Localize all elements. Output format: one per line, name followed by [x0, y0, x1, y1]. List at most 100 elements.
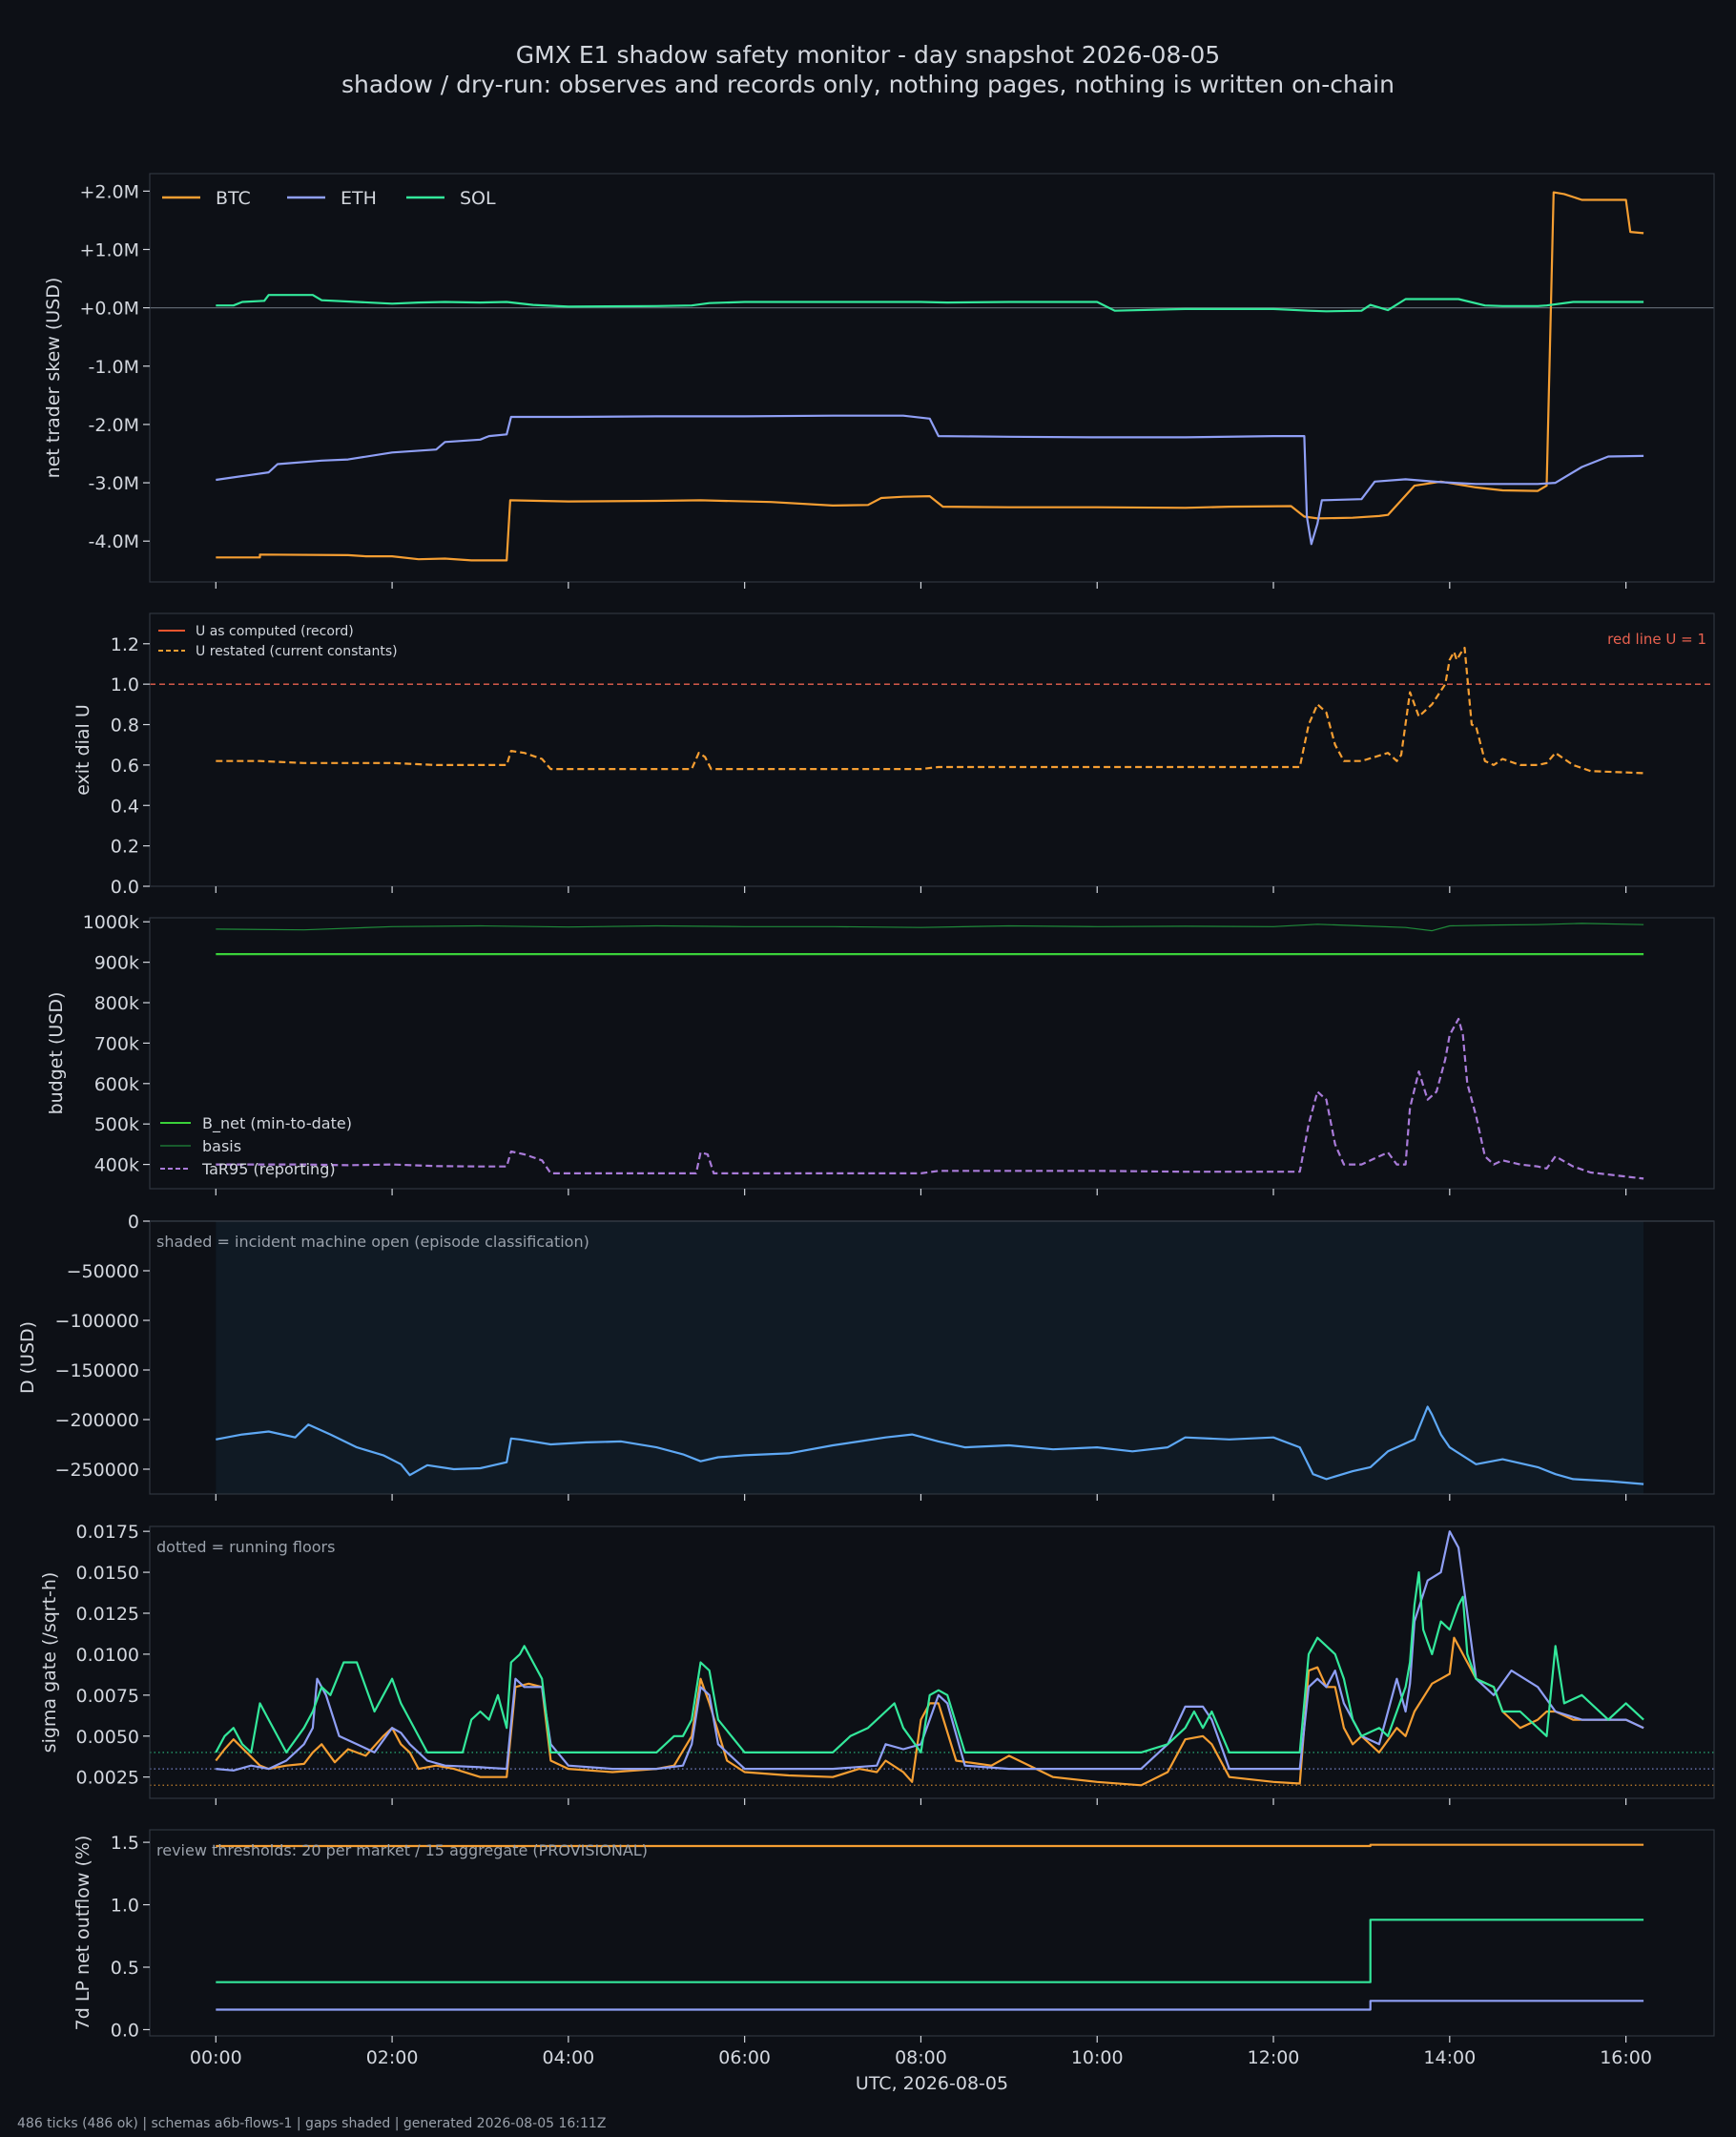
x-tick-label: 14:00	[1423, 2047, 1476, 2068]
x-tick-label: 08:00	[895, 2047, 947, 2068]
y-tick-label: 0.0175	[76, 1522, 139, 1543]
y-tick-label: -2.0M	[89, 415, 139, 436]
panel-frame	[149, 1525, 1715, 1799]
series-line-sol	[216, 1919, 1644, 1983]
y-tick-label: 0.0	[111, 877, 139, 898]
legend-label: SOL	[460, 188, 496, 209]
panel-note: dotted = running floors	[156, 1538, 335, 1556]
series-line-basis	[216, 923, 1644, 932]
y-tick-label: 600k	[94, 1074, 139, 1095]
y-tick-label: −100000	[55, 1311, 139, 1332]
y-tick-label: 0.4	[111, 796, 139, 817]
y-tick-label: 0.0	[111, 2020, 139, 2041]
chart-subtitle: shadow / dry-run: observes and records o…	[341, 71, 1395, 98]
legend: U as computed (record) U restated (curren…	[158, 624, 398, 659]
y-tick-label: −200000	[55, 1410, 139, 1431]
y-axis-label: sigma gate (/sqrt-h)	[39, 1572, 60, 1753]
x-tick-label: 12:00	[1248, 2047, 1300, 2068]
legend-label: basis	[202, 1137, 241, 1155]
x-tick-label: 16:00	[1600, 2047, 1652, 2068]
series-line-btc	[216, 191, 1644, 562]
y-tick-label: -4.0M	[89, 531, 139, 552]
y-tick-label: +1.0M	[79, 239, 139, 260]
y-tick-label: 400k	[94, 1155, 139, 1176]
legend-label: ETH	[341, 188, 377, 209]
y-tick-label: 0.0125	[76, 1604, 139, 1625]
series-line-sol	[216, 294, 1644, 313]
y-tick-label: -3.0M	[89, 473, 139, 494]
y-tick-label: 0.5	[111, 1958, 139, 1979]
legend-label: BTC	[216, 188, 251, 209]
x-tick-label: 10:00	[1071, 2047, 1124, 2068]
y-tick-label: 0.0075	[76, 1686, 139, 1707]
panel-6: 0.0 0.5 1.0 1.5 00:00 02:00 04:00 06:00 08:00 10:…	[72, 1829, 1715, 2068]
y-axis-label: net trader skew (USD)	[43, 278, 64, 479]
panel-4: 0 −50000 −100000 −150000 −200000 −250000 D (US…	[17, 1212, 1715, 1501]
y-tick-label: +2.0M	[79, 181, 139, 202]
reference-line-label: red line U = 1	[1607, 631, 1706, 648]
panel-note: shaded = incident machine open (episode …	[156, 1233, 589, 1251]
series-line-d	[216, 1405, 1644, 1485]
y-tick-label: 1.5	[111, 1833, 139, 1854]
legend: BTC ETH SOL	[162, 188, 496, 209]
y-tick-label: 0.0100	[76, 1645, 139, 1666]
y-tick-label: 1.2	[111, 634, 139, 655]
y-axis-label: D (USD)	[17, 1321, 38, 1394]
panel-frame	[149, 173, 1715, 583]
y-tick-label: 0.0025	[76, 1768, 139, 1789]
series-line-u-restated-current-constants-	[216, 646, 1644, 775]
series-line-btc	[215, 1636, 1644, 1787]
y-axis-label: budget (USD)	[46, 992, 67, 1115]
series-line-sol	[215, 1571, 1644, 1753]
y-tick-label: -1.0M	[89, 357, 139, 378]
panels: +2.0M +1.0M +0.0M -1.0M -2.0M -3.0M -4.0M net t…	[17, 173, 1715, 2068]
y-axis-label: 7d LP net outflow (%)	[72, 1836, 93, 2031]
legend-label: TaR95 (reporting)	[201, 1160, 336, 1178]
y-tick-label: 500k	[94, 1114, 139, 1135]
incident-shaded-region	[216, 1221, 1644, 1494]
y-tick-label: 1.0	[111, 674, 139, 695]
panel-5: 0.0025 0.0050 0.0075 0.0100 0.0125 0.0150 0.01…	[39, 1522, 1715, 1805]
y-tick-label: 1000k	[83, 912, 139, 933]
x-tick-label: 04:00	[542, 2047, 594, 2068]
y-tick-label: +0.0M	[79, 299, 139, 320]
y-tick-label: −50000	[67, 1261, 139, 1282]
y-tick-label: 0.0150	[76, 1563, 139, 1584]
legend: B_net (min-to-date) basis TaR95 (reporting…	[160, 1114, 352, 1178]
x-axis-label: UTC, 2026-08-05	[856, 2073, 1008, 2094]
y-tick-label: 0.0050	[76, 1727, 139, 1748]
y-tick-label: 0.2	[111, 837, 139, 858]
y-tick-label: 0.6	[111, 756, 139, 777]
panel-1: +2.0M +1.0M +0.0M -1.0M -2.0M -3.0M -4.0M net t…	[43, 173, 1715, 589]
legend-label: U as computed (record)	[196, 624, 354, 639]
series-line-eth	[216, 414, 1644, 546]
y-tick-label: −150000	[55, 1360, 139, 1381]
legend-label: U restated (current constants)	[196, 644, 398, 659]
y-axis-label: exit dial U	[72, 704, 93, 796]
y-tick-label: 0.8	[111, 716, 139, 737]
series-line-eth	[216, 2000, 1644, 2011]
x-tick-label: 06:00	[718, 2047, 771, 2068]
panel-note: review thresholds: 20 per market / 15 ag…	[156, 1841, 648, 1859]
panel-2: red line U = 1 0.0 0.2 0.4 0.6 0.8 1.0 1.2 exit …	[72, 612, 1715, 898]
footer-status: 486 ticks (486 ok) | schemas a6b-flows-1…	[17, 2116, 606, 2131]
panel-frame	[149, 917, 1715, 1190]
y-tick-label: 800k	[94, 993, 139, 1014]
series-line-btc	[216, 1843, 1644, 1848]
y-tick-label: −250000	[55, 1460, 139, 1481]
y-tick-label: 0	[128, 1212, 139, 1233]
panel-frame	[149, 612, 1715, 887]
series-line-tar95-reporting-	[216, 1017, 1644, 1180]
x-tick-label: 00:00	[190, 2047, 242, 2068]
panel-frame	[149, 1829, 1715, 2037]
y-tick-label: 700k	[94, 1033, 139, 1054]
y-tick-label: 900k	[94, 953, 139, 974]
x-tick-label: 02:00	[366, 2047, 419, 2068]
series-line-eth	[216, 1530, 1644, 1772]
panel-frame	[149, 1220, 1715, 1495]
panel-3: 400k 500k 600k 700k 800k 900k 1000k budget (USD…	[46, 912, 1715, 1195]
y-tick-label: 1.0	[111, 1896, 139, 1917]
chart-title: GMX E1 shadow safety monitor - day snaps…	[516, 41, 1220, 69]
legend-label: B_net (min-to-date)	[202, 1114, 352, 1133]
